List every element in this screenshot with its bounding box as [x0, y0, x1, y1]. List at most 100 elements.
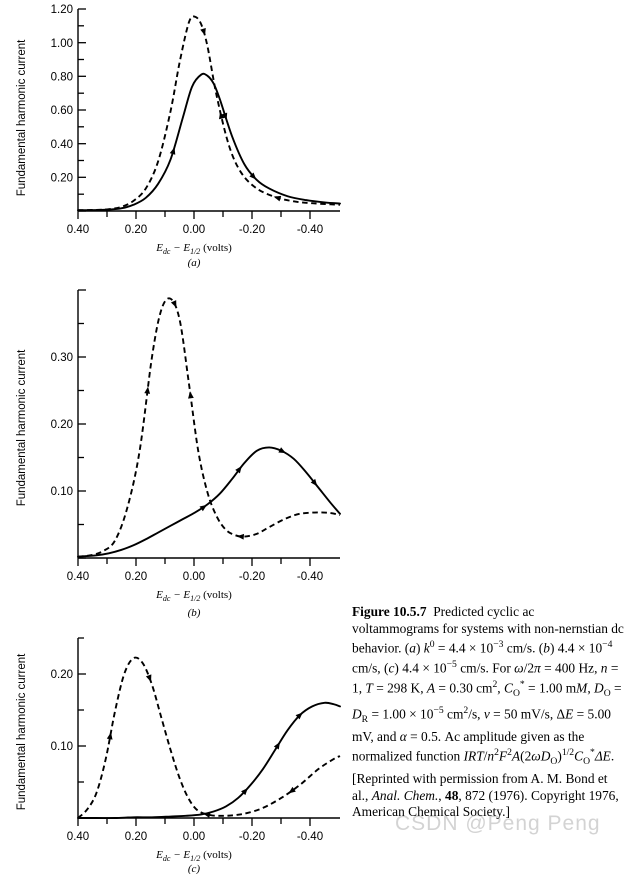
curves-a	[77, 15, 341, 212]
direction-arrows-c	[106, 674, 303, 818]
y-axis-label-a: Fundamental harmonic current	[16, 39, 28, 196]
x-tick-label: -0.20	[239, 831, 265, 843]
x-tick-label: 0.40	[67, 831, 89, 843]
curve-b-forward	[77, 446, 341, 558]
x-tick-label: -0.40	[297, 831, 323, 843]
x-tick-labels-a: 0.40 0.20 0.00 -0.20 -0.40	[67, 224, 323, 236]
caption-E: E	[565, 706, 574, 722]
caption-line-7d: = 1.00 ×	[368, 706, 417, 722]
caption-line-7c: =	[610, 680, 622, 696]
caption-line-7b: ,	[587, 680, 595, 696]
y-ticks-c	[78, 637, 86, 819]
caption-line-5a: (	[384, 660, 389, 676]
x-tick-label: 0.40	[67, 571, 89, 583]
caption-figure-number: Figure 10.5.7	[352, 604, 427, 619]
direction-arrows-a	[169, 28, 282, 202]
x-tick-label: 0.20	[125, 571, 147, 583]
y-tick-label: 0.30	[51, 352, 73, 364]
caption-exp-3: −3	[493, 639, 504, 651]
curves-b	[77, 297, 341, 558]
caption-pi: π	[534, 660, 541, 676]
x-tick-label: -0.40	[297, 571, 323, 583]
caption-line-13b: ,	[438, 787, 445, 803]
y-tick-label: 0.20	[51, 419, 73, 431]
caption-C-sub: O	[512, 688, 520, 700]
caption-deltaE: ΔE	[594, 748, 611, 764]
caption-panel-b-ref: b	[543, 640, 550, 656]
caption-panel-c-ref: c	[388, 660, 395, 676]
chart-c: Fundamental harmonic current 0.10 0.20	[16, 637, 341, 874]
curve-c-forward	[77, 701, 341, 820]
caption-alpha: α	[399, 728, 407, 744]
direction-arrow	[199, 504, 207, 512]
caption-line-8a: 10	[420, 706, 434, 722]
caption-line-6b: = 1,	[352, 660, 619, 696]
direction-arrow	[278, 447, 286, 454]
caption-M: M	[576, 680, 588, 696]
caption-line-6d: = 0.30 cm	[435, 680, 493, 696]
caption-D2: D	[352, 706, 362, 722]
direction-arrow	[273, 195, 282, 202]
x-tick-label: 0.40	[67, 224, 89, 236]
y-ticks-b	[78, 289, 86, 559]
direction-arrow	[106, 732, 113, 740]
caption-line-5e: = 400	[540, 660, 576, 676]
caption-line-4a: 4.4 × 10	[448, 640, 494, 656]
caption-eq: =	[434, 640, 446, 656]
x-tick-label: 0.00	[183, 571, 205, 583]
x-tick-label: 0.00	[183, 831, 205, 843]
panel-label-c: (c)	[188, 863, 201, 874]
x-tick-label: -0.40	[297, 224, 323, 236]
caption-line-4b: cm/s. (	[503, 640, 544, 656]
x-tick-label: 0.20	[125, 224, 147, 236]
direction-arrow	[288, 786, 296, 794]
x-tick-label: -0.20	[239, 571, 265, 583]
y-axis-label-c: Fundamental harmonic current	[16, 653, 28, 810]
caption-line-3c: )	[415, 640, 424, 656]
caption-line-12: [Reprinted with permission from	[352, 771, 528, 787]
caption-omegaD: ωD	[531, 748, 551, 764]
x-tick-label: 0.00	[183, 224, 205, 236]
x-axis-title-b: Edc − E1/2 (volts)	[155, 589, 232, 603]
caption-slash: /	[483, 748, 488, 764]
y-tick-labels-c: 0.10 0.20	[51, 669, 73, 753]
y-tick-label: 1.00	[51, 38, 73, 50]
x-tick-labels-b: 0.40 0.20 0.00 -0.20 -0.40	[67, 571, 323, 583]
caption-line-2: voltammograms for systems with	[352, 620, 531, 636]
axis-lines-c	[77, 638, 340, 819]
curve-c-reverse	[77, 656, 341, 819]
caption-A: A	[426, 680, 436, 696]
direction-arrow	[236, 533, 245, 540]
chart-a: Fundamental harmonic current	[16, 4, 341, 268]
caption-volume: 48	[445, 787, 459, 803]
caption-C: C	[504, 680, 513, 696]
caption-line-8e: = 5.00	[573, 706, 611, 722]
y-tick-label: 0.40	[51, 139, 73, 151]
axis-lines-a	[77, 9, 340, 212]
caption-half-power: 1/2	[561, 747, 575, 759]
direction-arrow	[273, 742, 280, 750]
caption-cm2: 2	[492, 679, 498, 691]
caption-T: T	[365, 680, 373, 696]
caption-line-4d: cm/s,	[352, 660, 381, 676]
caption-line-4c: ) 4.4 × 10	[549, 640, 603, 656]
x-ticks-c	[77, 818, 311, 826]
y-tick-labels-a: 0.20 0.40 0.60 0.80 1.00 1.20	[51, 4, 73, 184]
caption-line-8b: cm	[443, 706, 464, 722]
direction-arrow	[295, 712, 303, 720]
y-tick-label: 0.10	[51, 741, 73, 753]
caption-line-6a: Hz,	[578, 660, 601, 676]
caption-exp-5b: −5	[433, 705, 444, 717]
direction-arrow	[203, 812, 211, 818]
caption-line-9a: mV, and	[352, 728, 400, 744]
y-tick-label: 0.10	[51, 486, 73, 498]
caption-paren2: )	[557, 748, 562, 764]
curves-c	[77, 656, 341, 820]
caption-D-subR: R	[361, 714, 369, 726]
y-tick-labels-b: 0.10 0.20 0.30	[51, 352, 73, 498]
axis-lines-b	[77, 290, 340, 559]
figure-caption: Figure 10.5.7 Predicted cyclic ac voltam…	[352, 604, 624, 821]
curve-a-reverse	[77, 15, 341, 212]
y-tick-label: 0.60	[51, 105, 73, 117]
